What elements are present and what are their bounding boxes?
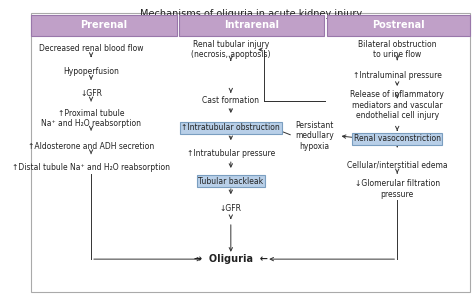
Text: Renal tubular injury
(necrosis, apoptosis): Renal tubular injury (necrosis, apoptosi…: [191, 40, 271, 59]
Text: Bilateral obstruction
to urine flow: Bilateral obstruction to urine flow: [358, 40, 437, 59]
Text: ↑Intraluminal pressure: ↑Intraluminal pressure: [353, 71, 442, 80]
Text: Renal vasoconstriction: Renal vasoconstriction: [354, 134, 441, 143]
Text: ↑Intratubular obstruction: ↑Intratubular obstruction: [182, 123, 280, 132]
Text: ↓GFR: ↓GFR: [220, 204, 242, 213]
Text: Decreased renal blood flow: Decreased renal blood flow: [39, 44, 143, 53]
Text: ↑Proximal tubule
Na⁺ and H₂O reabsorption: ↑Proximal tubule Na⁺ and H₂O reabsorptio…: [41, 109, 141, 128]
Text: Postrenal: Postrenal: [372, 20, 425, 30]
Text: Intrarenal: Intrarenal: [224, 20, 279, 30]
Text: ↓Glomerular filtration
pressure: ↓Glomerular filtration pressure: [355, 179, 440, 199]
Text: Cellular/interstitial edema: Cellular/interstitial edema: [347, 160, 447, 170]
Text: ↑Aldosterone and ADH secretion: ↑Aldosterone and ADH secretion: [28, 142, 154, 150]
FancyBboxPatch shape: [179, 14, 324, 37]
Text: Prerenal: Prerenal: [81, 20, 128, 30]
FancyBboxPatch shape: [31, 14, 177, 37]
Text: Hypoperfusion: Hypoperfusion: [63, 67, 119, 76]
Text: Cast formation: Cast formation: [202, 96, 259, 105]
Text: ↓GFR: ↓GFR: [80, 89, 102, 98]
Text: Release of inflammatory
mediators and vascular
endothelial cell injury: Release of inflammatory mediators and va…: [350, 90, 444, 120]
Text: ↑Intratubular pressure: ↑Intratubular pressure: [187, 150, 275, 158]
Text: Mechanisms of oliguria in acute kidney injury: Mechanisms of oliguria in acute kidney i…: [140, 9, 362, 19]
Text: Persistant
medullary
hypoxia: Persistant medullary hypoxia: [295, 121, 334, 151]
Text: →  Oliguria  ←: → Oliguria ←: [194, 254, 268, 264]
Text: Tubular backleak: Tubular backleak: [198, 177, 264, 186]
Text: ↑Distal tubule Na⁺ and H₂O reabsorption: ↑Distal tubule Na⁺ and H₂O reabsorption: [12, 163, 170, 173]
FancyBboxPatch shape: [327, 14, 470, 37]
